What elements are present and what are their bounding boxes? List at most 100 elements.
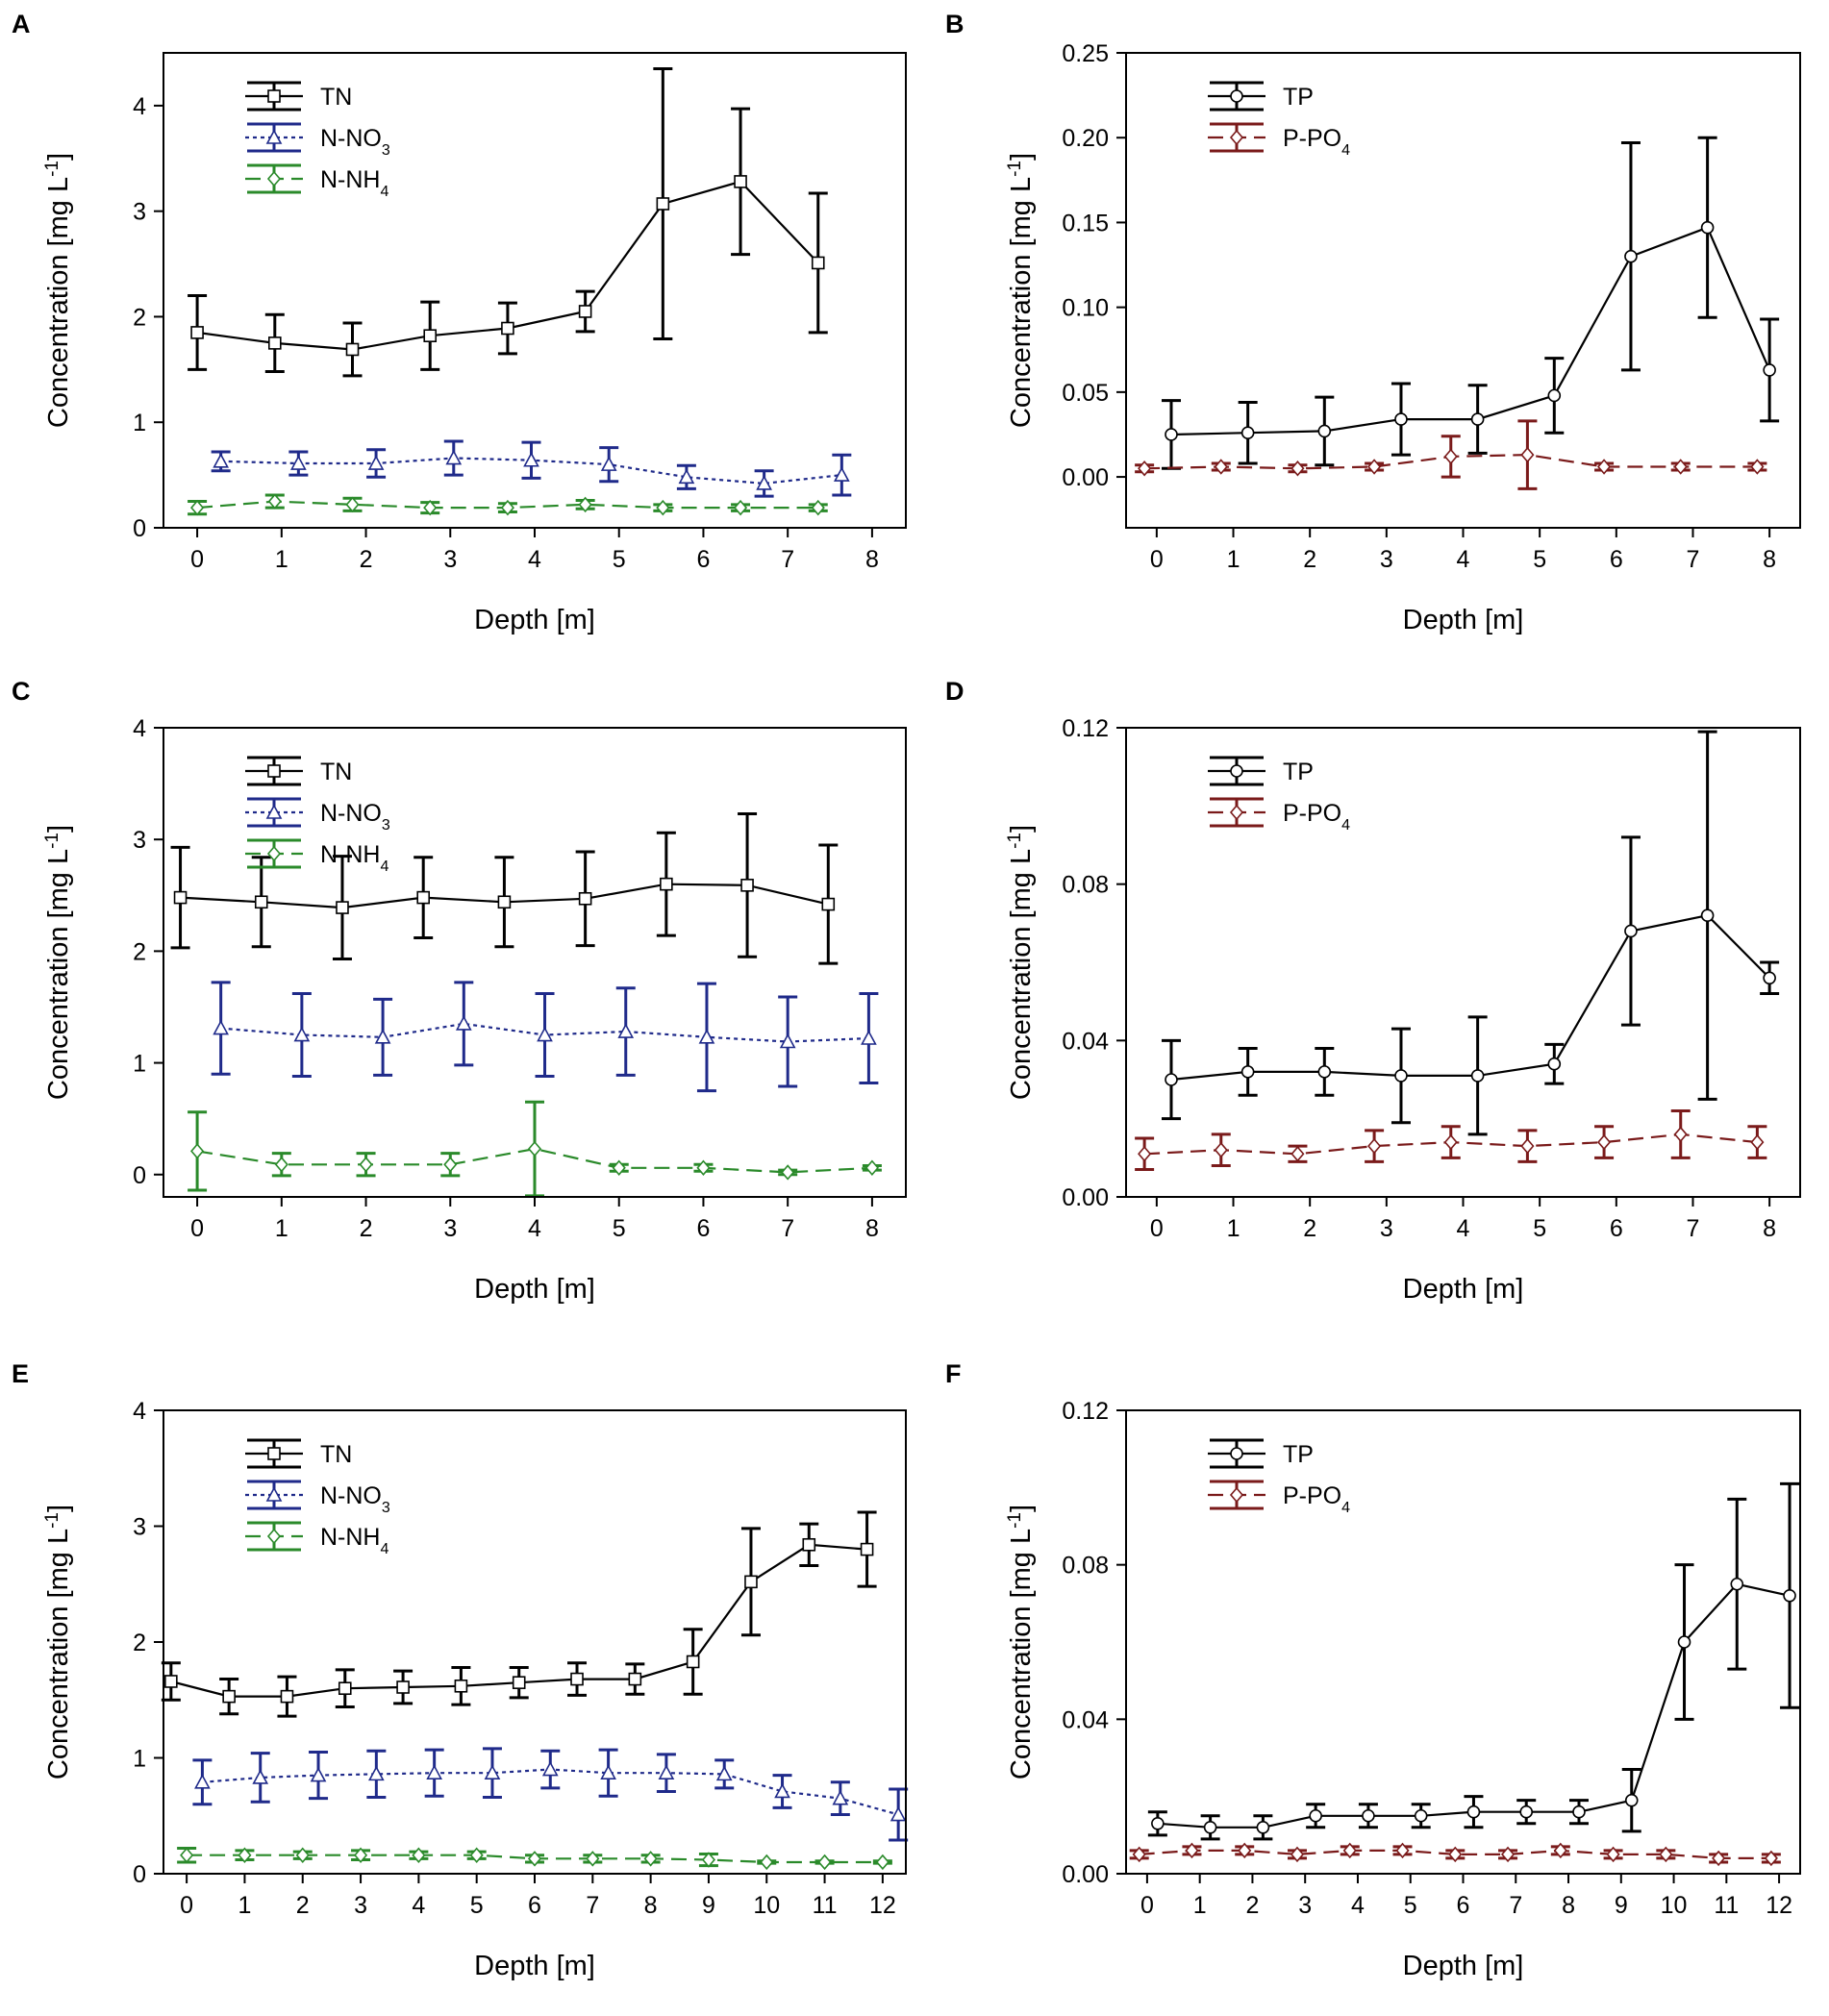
panel-a: A 0 1 2 3 4 5 6 7 8 0 1 2 3 4 Depth [m] Concentration [m…	[12, 10, 907, 635]
x-tick-label: 2	[1245, 1892, 1259, 1919]
panel-letter-a: A	[12, 10, 31, 38]
x-tick-label: 4	[528, 1215, 541, 1242]
series-line	[1157, 1582, 1791, 1829]
legend-label: TP	[1283, 759, 1314, 785]
data-point	[1367, 1137, 1382, 1155]
data-point	[656, 197, 670, 211]
legend: TN N-NO3 N-NH4	[245, 1438, 390, 1557]
x-tick-label: 6	[697, 546, 711, 573]
data-point	[336, 901, 349, 914]
data-point	[1240, 426, 1255, 440]
legend-marker	[265, 1486, 283, 1502]
y-tick-label: 4	[133, 93, 146, 120]
data-point	[861, 1030, 877, 1045]
data-point	[541, 1760, 559, 1777]
data-point	[833, 466, 850, 482]
x-tick-label: 2	[1303, 1215, 1316, 1242]
data-point	[1712, 1850, 1726, 1867]
data-point	[354, 1847, 368, 1863]
series-n-no3	[211, 981, 879, 1093]
data-point	[1520, 1137, 1535, 1155]
data-point	[889, 1805, 907, 1822]
y-tick-label: 0	[133, 1861, 146, 1888]
data-point	[368, 1765, 385, 1781]
y-axis-label: Concentration [mg L-1]	[1005, 825, 1038, 1100]
data-point	[696, 1159, 711, 1177]
data-point	[660, 877, 673, 891]
x-tick-label: 0	[180, 1892, 193, 1919]
legend-marker	[267, 764, 281, 778]
data-point	[1764, 1850, 1778, 1867]
x-tick-label: 1	[1193, 1892, 1207, 1919]
data-point	[612, 1159, 626, 1177]
data-point	[290, 455, 307, 470]
data-point	[1240, 1065, 1255, 1079]
data-point	[1165, 1073, 1178, 1086]
y-tick-label: 2	[133, 1630, 146, 1656]
x-tick-label: 8	[1763, 546, 1776, 573]
data-point	[578, 891, 592, 906]
data-point	[740, 879, 754, 892]
panel-d: D 0 1 2 3 4 5 6 7 8 0.00 0.04 0.08 0.12 Depth [m] Conce…	[945, 677, 1801, 1305]
data-point	[416, 890, 431, 905]
data-point	[359, 1157, 373, 1173]
legend-marker	[1229, 1486, 1244, 1504]
data-point	[686, 1655, 700, 1669]
data-point	[367, 455, 385, 470]
data-point	[1677, 1635, 1691, 1649]
data-point	[781, 1164, 795, 1181]
x-tick-label: 5	[1533, 1215, 1546, 1242]
x-tick-label: 7	[781, 546, 794, 573]
data-point	[527, 1851, 542, 1867]
data-point	[396, 1680, 410, 1694]
legend-marker	[1229, 129, 1244, 146]
y-tick-label: 0.08	[1062, 1553, 1109, 1580]
x-tick-label: 2	[360, 1215, 373, 1242]
data-point	[1572, 1804, 1586, 1819]
data-point	[600, 1764, 616, 1780]
data-point	[1624, 1793, 1639, 1807]
series-p-po4	[1135, 1109, 1767, 1172]
data-point	[578, 305, 592, 318]
data-point	[500, 499, 514, 516]
data-point	[512, 1676, 526, 1689]
data-point	[1597, 459, 1612, 475]
data-point	[194, 1774, 211, 1789]
y-tick-label: 0.04	[1062, 1028, 1109, 1055]
x-tick-label: 1	[1227, 1215, 1240, 1242]
panel-letter-b: B	[945, 10, 965, 38]
data-point	[811, 256, 825, 270]
data-point	[1624, 924, 1638, 938]
x-tick-label: 1	[238, 1892, 251, 1919]
legend-marker	[1230, 89, 1243, 103]
y-tick-label: 0.20	[1062, 125, 1109, 152]
data-point	[1763, 971, 1776, 985]
data-point	[715, 1765, 733, 1781]
x-tick-label: 0	[1150, 1215, 1164, 1242]
data-point	[1132, 1846, 1146, 1863]
x-tick-label: 2	[1303, 546, 1316, 573]
x-tick-label: 1	[1227, 546, 1240, 573]
x-axis-label: Depth [m]	[1403, 1951, 1524, 1981]
series-n-no3	[192, 1747, 909, 1842]
data-point	[1673, 459, 1688, 475]
data-point	[658, 1764, 675, 1780]
legend-marker	[1230, 764, 1243, 778]
legend-label: TN	[320, 1441, 352, 1468]
legend-item-n-nh4: N-NH4	[245, 1521, 389, 1557]
legend-marker	[266, 1528, 282, 1545]
data-point	[497, 895, 512, 909]
x-tick-label: 4	[412, 1892, 425, 1919]
data-point	[252, 1769, 269, 1784]
data-point	[445, 449, 463, 465]
legend-item-tn: TN	[245, 756, 352, 786]
data-point	[443, 1157, 458, 1173]
data-point	[864, 1159, 879, 1177]
y-axis-label: Concentration [mg L-1]	[42, 825, 75, 1100]
x-axis-label: Depth [m]	[474, 1951, 595, 1981]
data-point	[628, 1672, 642, 1686]
data-point	[821, 897, 836, 911]
data-point	[701, 1852, 715, 1868]
